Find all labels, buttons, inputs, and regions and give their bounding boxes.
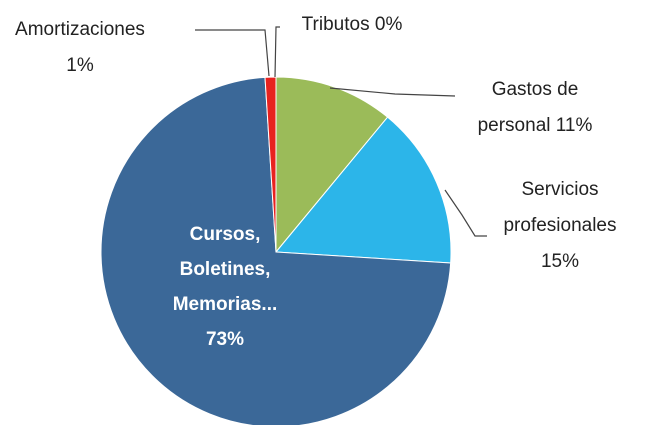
category-name: Tributos — [301, 14, 370, 35]
value-label: 0% — [374, 14, 403, 35]
value-label: 15% — [540, 251, 580, 272]
leader-line — [444, 189, 487, 237]
pie-slice — [274, 116, 452, 264]
pie-slice — [264, 76, 277, 253]
leader-line — [329, 87, 456, 97]
slice-label: Amortizaciones 1% — [0, 12, 160, 84]
slice-label: Servicios profesionales 15% — [490, 172, 630, 280]
pie-slice — [275, 76, 389, 254]
category-name: Gastos de personal — [477, 79, 579, 136]
category-name: Cursos, Boletines, Memorias... — [172, 224, 278, 315]
value-label: 73% — [205, 329, 245, 350]
slice-label: Cursos, Boletines, Memorias... 73% — [160, 217, 290, 357]
category-name: Amortizaciones — [15, 19, 145, 40]
slice-label: Tributos 0% — [272, 7, 432, 43]
category-name: Servicios profesionales — [503, 179, 617, 236]
value-label: 1% — [66, 55, 94, 76]
slice-label: Gastos de personal 11% — [465, 72, 605, 144]
value-label: 11% — [555, 115, 593, 136]
leader-line — [274, 26, 280, 78]
leader-line — [195, 29, 270, 77]
